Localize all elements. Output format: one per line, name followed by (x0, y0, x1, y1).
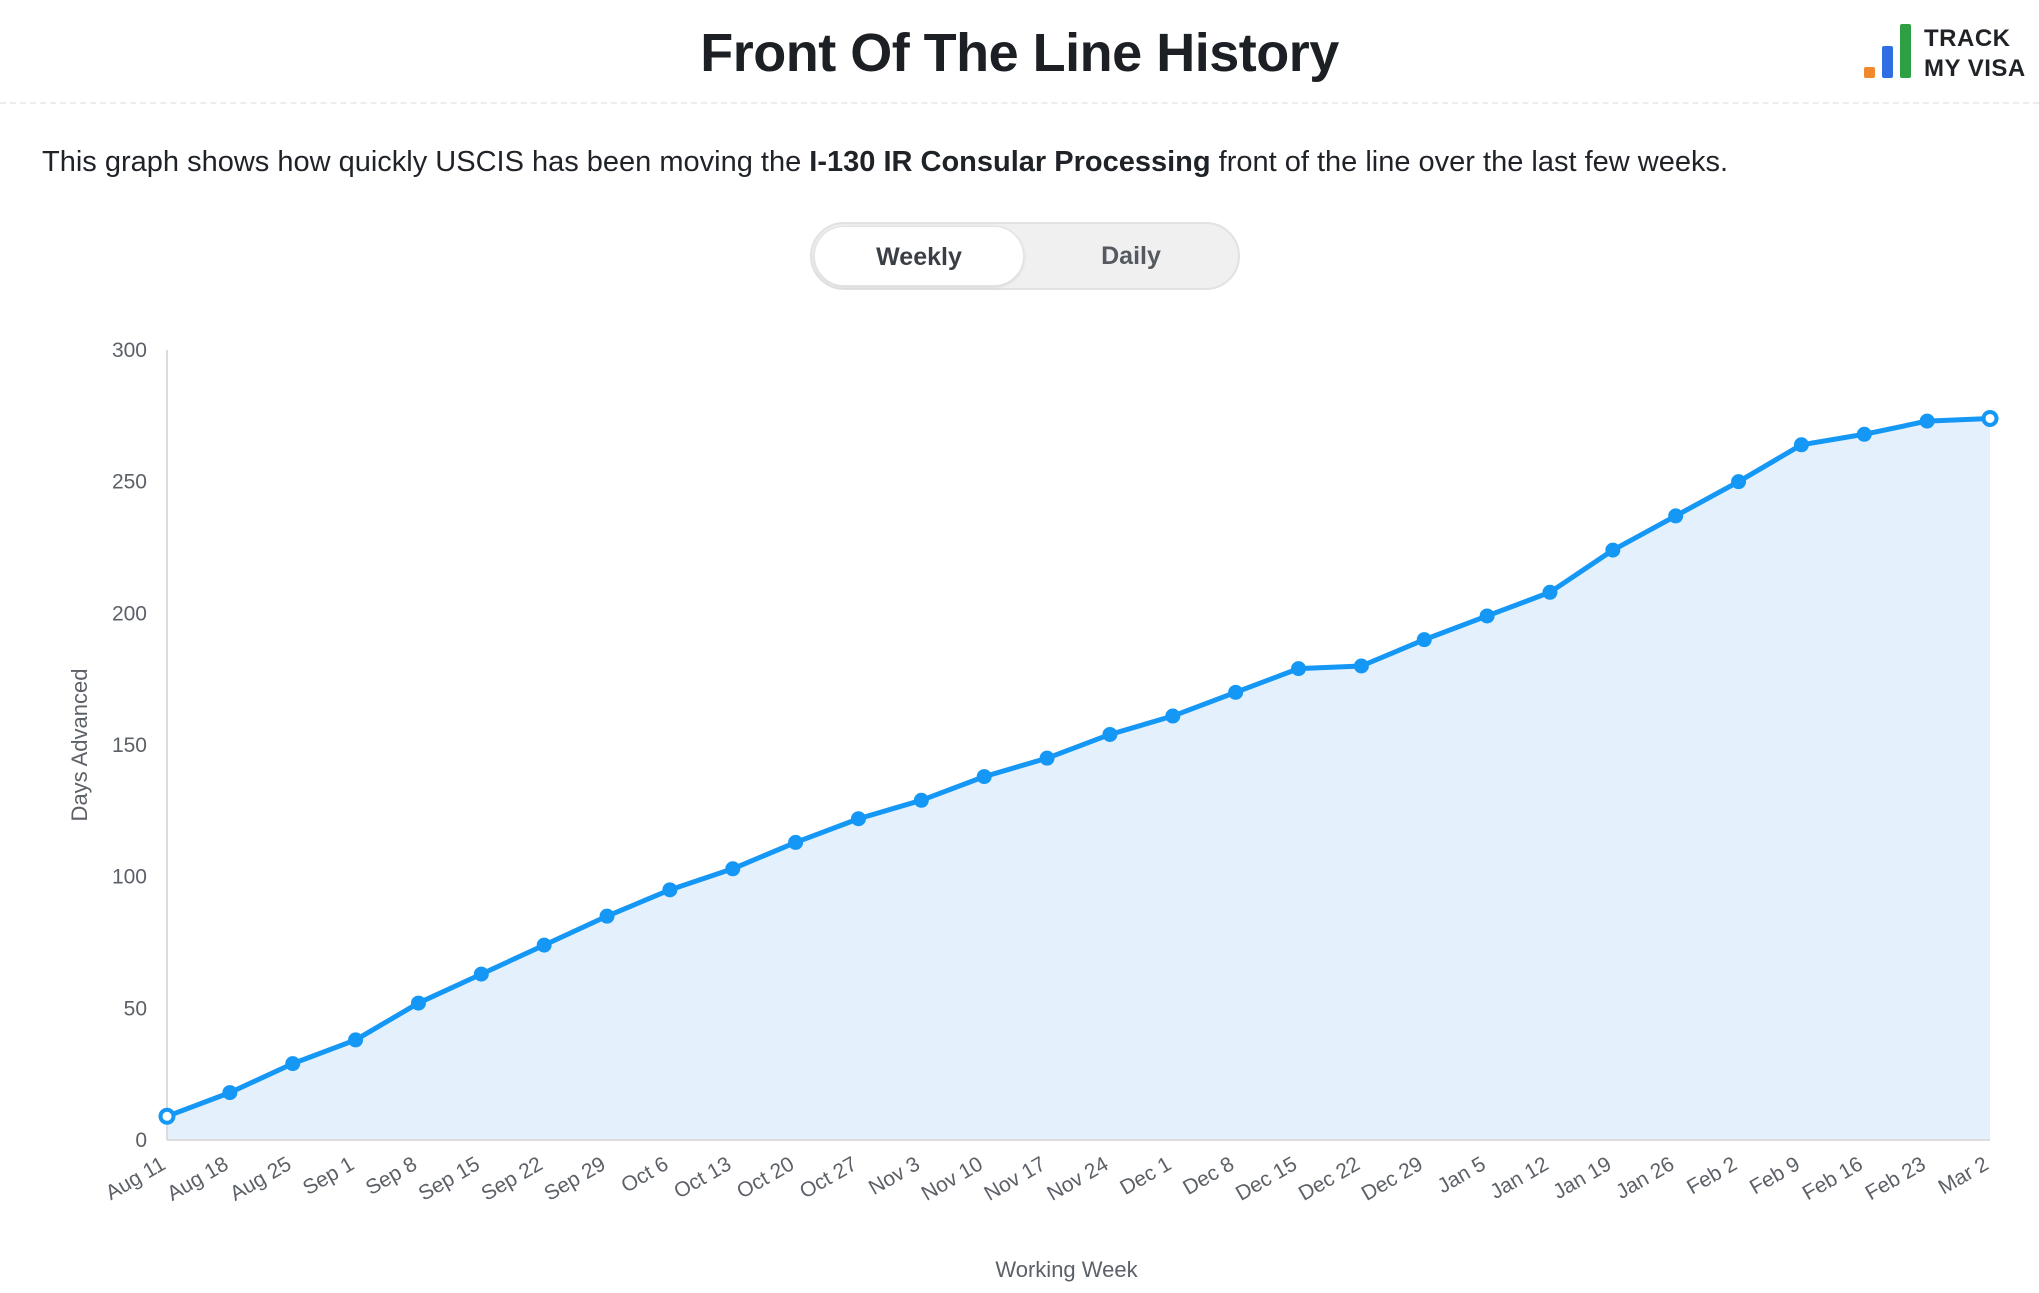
chart-description: This graph shows how quickly USCIS has b… (42, 146, 1728, 179)
y-tick-label: 100 (112, 866, 147, 889)
description-suffix: front of the line over the last few week… (1210, 146, 1729, 178)
x-tick-label: Nov 10 (918, 1152, 987, 1205)
data-point (1416, 632, 1432, 648)
y-tick-label: 50 (124, 997, 147, 1020)
x-tick-label: Sep 29 (540, 1152, 609, 1205)
data-point (1919, 413, 1935, 429)
x-tick-label: Mar 2 (1935, 1152, 1993, 1199)
description-process-name: I-130 IR Consular Processing (809, 146, 1211, 178)
data-point (348, 1032, 364, 1048)
data-point (913, 792, 929, 808)
x-tick-label: Oct 13 (670, 1152, 735, 1203)
x-tick-label: Oct 6 (617, 1152, 672, 1197)
data-point (1731, 474, 1747, 490)
x-tick-label: Feb 23 (1862, 1152, 1930, 1205)
y-axis-title: Days Advanced (67, 669, 92, 822)
x-tick-label: Oct 20 (733, 1152, 798, 1203)
series-line (164, 415, 1993, 1119)
logo-bar-1 (1864, 67, 1875, 78)
logo-text-line-2: MY VISA (1924, 55, 2026, 82)
x-tick-label: Nov 3 (865, 1152, 924, 1199)
data-point (158, 1107, 176, 1125)
x-tick-label: Aug 18 (163, 1152, 232, 1205)
x-tick-label: Dec 22 (1295, 1152, 1364, 1205)
y-tick-label: 250 (112, 471, 147, 494)
y-tick-label: 200 (112, 602, 147, 625)
x-tick-label: Jan 26 (1612, 1152, 1678, 1203)
x-tick-label: Aug 25 (226, 1152, 295, 1205)
data-point (1981, 409, 1999, 427)
x-tick-label: Dec 15 (1232, 1152, 1301, 1205)
data-point (1479, 608, 1495, 624)
track-my-visa-logo[interactable]: TRACK MY VISA (1862, 20, 2027, 82)
x-tick-label: Aug 11 (102, 1152, 170, 1204)
x-tick-label: Nov 17 (980, 1152, 1049, 1205)
data-point (410, 995, 426, 1011)
description-prefix: This graph shows how quickly USCIS has b… (42, 146, 810, 178)
x-axis-title: Working Week (995, 1257, 1138, 1282)
data-point (1102, 726, 1118, 742)
toggle-weekly-option[interactable]: Weekly (814, 226, 1024, 286)
data-point (1291, 661, 1307, 677)
data-point (662, 882, 678, 898)
data-point (1353, 658, 1369, 674)
bar-chart-logo-icon (1864, 24, 1911, 78)
x-tick-label: Sep 15 (415, 1152, 484, 1205)
data-point (976, 769, 992, 785)
data-point (536, 937, 552, 953)
weekly-daily-toggle[interactable]: Weekly Daily (810, 222, 1240, 290)
logo-bar-3 (1900, 24, 1911, 78)
data-point (1165, 708, 1181, 724)
x-tick-label: Dec 29 (1358, 1152, 1427, 1205)
toggle-daily-option[interactable]: Daily (1101, 242, 1161, 270)
x-tick-label: Feb 9 (1746, 1152, 1804, 1199)
x-tick-label: Jan 19 (1549, 1152, 1615, 1203)
logo-bar-2 (1882, 46, 1893, 78)
page-title: Front Of The Line History (700, 23, 1339, 83)
data-point (1542, 584, 1558, 600)
data-point (850, 811, 866, 827)
data-point (1793, 437, 1809, 453)
x-tick-label: Dec 1 (1116, 1152, 1175, 1199)
data-point (725, 861, 741, 877)
data-point (285, 1056, 301, 1072)
data-point (1856, 426, 1872, 442)
logo-text: TRACK MY VISA (1924, 24, 2026, 84)
x-tick-label: Jan 5 (1434, 1152, 1490, 1198)
x-tick-label: Feb 16 (1799, 1152, 1867, 1205)
x-tick-label: Dec 8 (1179, 1152, 1238, 1199)
area-fill (167, 418, 1990, 1140)
data-point (788, 834, 804, 850)
data-point (1605, 542, 1621, 558)
x-tick-label: Jan 12 (1486, 1152, 1552, 1203)
x-tick-label: Sep 1 (299, 1152, 358, 1199)
data-point (1228, 684, 1244, 700)
y-tick-label: 0 (135, 1129, 147, 1152)
y-tick-label: 300 (112, 339, 147, 362)
x-tick-label: Nov 24 (1043, 1152, 1112, 1205)
data-point (1668, 508, 1684, 524)
data-point (473, 966, 489, 982)
x-tick-label: Feb 2 (1683, 1152, 1741, 1199)
x-tick-label: Sep 8 (362, 1152, 421, 1199)
x-tick-label: Sep 22 (478, 1152, 547, 1205)
data-point (1039, 750, 1055, 766)
data-point (599, 908, 615, 924)
data-point (222, 1085, 238, 1101)
y-tick-label: 150 (112, 734, 147, 757)
x-tick-label: Oct 27 (796, 1152, 861, 1203)
logo-text-line-1: TRACK (1924, 25, 2011, 52)
page-header: Front Of The Line History TRACK MY VISA (0, 0, 2039, 104)
